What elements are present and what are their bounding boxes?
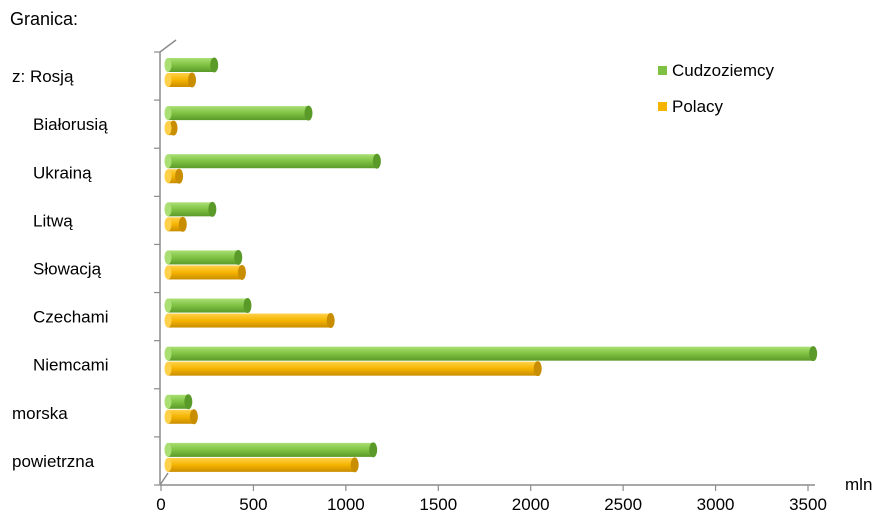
- bar-cudzoziemcy-litw: [164, 201, 217, 217]
- bar-polacy-powietrzna: [164, 457, 359, 473]
- category-labels: z: Rosją Białorusią Ukrainą Litwą Słowacją Cz…: [12, 67, 109, 471]
- chart-bars: [164, 57, 818, 473]
- bar-polacy-niemcami: [164, 361, 542, 377]
- bar-cudzoziemcy-ukrain: [164, 153, 381, 169]
- legend-swatch-polacy: [658, 102, 667, 111]
- bar-polacy-morska: [164, 409, 198, 425]
- category-label-niemcami: Niemcami: [33, 356, 109, 375]
- bar-cudzoziemcy-z-rosj: [164, 57, 219, 73]
- category-label-czechami: Czechami: [33, 308, 109, 327]
- x-tick-label: 3000: [697, 495, 735, 514]
- bar-polacy-bia-orusi: [164, 120, 178, 136]
- bar-cudzoziemcy-niemcami: [164, 346, 818, 362]
- x-tick-label: 2500: [604, 495, 642, 514]
- category-label-bia-orusi: Białorusią: [33, 115, 108, 134]
- bar-cudzoziemcy-morska: [164, 394, 193, 410]
- bar-cudzoziemcy-bia-orusi: [164, 105, 313, 121]
- legend: Cudzoziemcy Polacy: [658, 61, 775, 116]
- category-label-ukrain: Ukrainą: [33, 163, 92, 182]
- x-tick-label: 3500: [789, 495, 827, 514]
- x-tick-label: 1000: [327, 495, 365, 514]
- bar-polacy-s-owacj: [164, 264, 246, 280]
- x-tick-label: 0: [156, 495, 165, 514]
- category-label-litw: Litwą: [33, 211, 73, 230]
- category-label-s-owacj: Słowacją: [33, 260, 102, 279]
- bar-polacy-czechami: [164, 313, 335, 329]
- bar-polacy-litw: [164, 216, 187, 232]
- x-tick-label: 2000: [512, 495, 550, 514]
- axis-corner-edge: [159, 472, 169, 486]
- category-label-z-rosj: z: Rosją: [12, 67, 74, 86]
- bar-cudzoziemcy-czechami: [164, 298, 252, 314]
- legend-swatch-cudzoziemcy: [658, 66, 667, 75]
- legend-label-cudzoziemcy: Cudzoziemcy: [672, 61, 775, 80]
- category-label-powietrzna: powietrzna: [12, 452, 95, 471]
- legend-label-polacy: Polacy: [672, 97, 724, 116]
- axis-depth-edge: [159, 39, 177, 53]
- x-tick-label: 500: [239, 495, 267, 514]
- category-label-morska: morska: [12, 404, 68, 423]
- x-tick-label: 1500: [419, 495, 457, 514]
- bar-polacy-ukrain: [164, 168, 184, 184]
- x-tick-labels: 0 500 1000 1500 2000 2500 3000 3500: [156, 485, 827, 514]
- bar-cudzoziemcy-s-owacj: [164, 249, 243, 265]
- bar-cudzoziemcy-powietrzna: [164, 442, 378, 458]
- chart-title: Granica:: [10, 9, 78, 29]
- chart-axes: [154, 39, 815, 486]
- x-axis-unit-label: mln: [845, 475, 872, 494]
- bar-polacy-z-rosj: [164, 72, 197, 88]
